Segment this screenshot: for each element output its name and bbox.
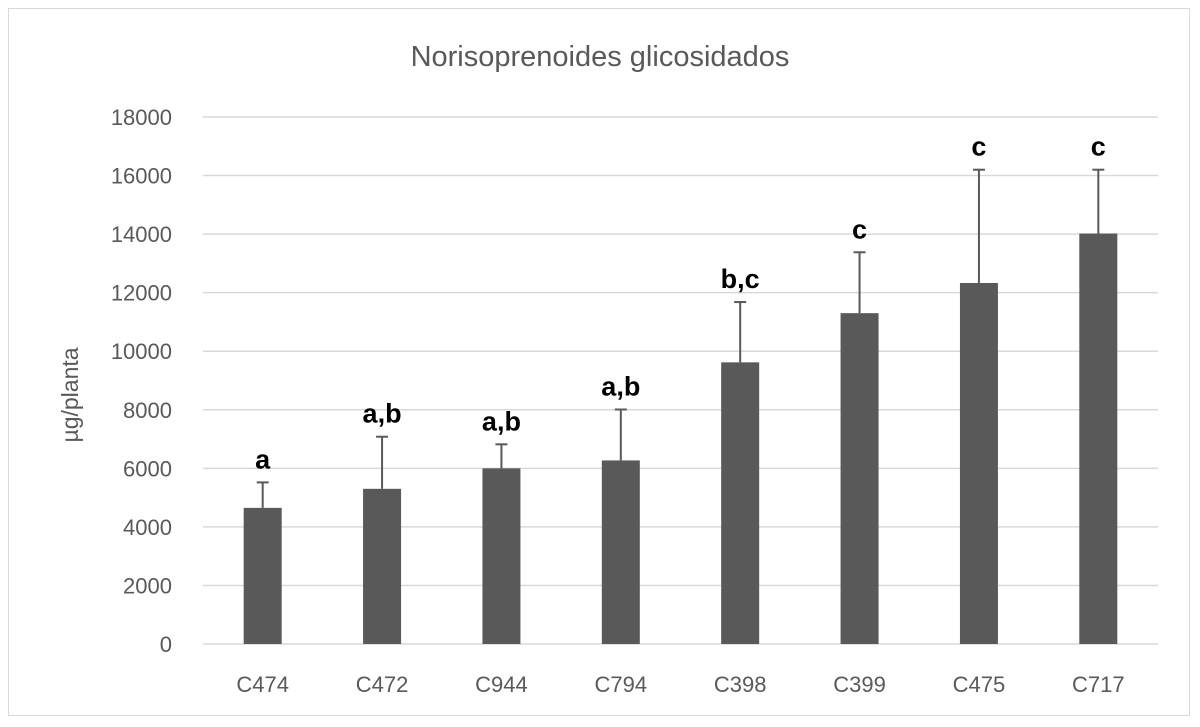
x-tick-labels: C474 C472 C944 C794 C398 C399 C475 C717 (236, 672, 1124, 697)
y-tick-label-14000: 14000 (111, 222, 172, 247)
x-tick-label-C794: C794 (595, 672, 648, 697)
bar-C398 (721, 362, 760, 644)
bar-C474 (243, 507, 282, 644)
bar-C794 (601, 460, 640, 644)
y-tick-label-18000: 18000 (111, 105, 172, 130)
significance-label-C794: a,b (601, 371, 640, 401)
significance-label-C398: b,c (721, 264, 760, 294)
y-tick-label-8000: 8000 (123, 398, 172, 423)
gridlines (203, 116, 1158, 645)
significance-label-C475: c (971, 132, 986, 162)
bar-C399 (840, 313, 879, 644)
chart-title: Norisoprenoides glicosidados (411, 41, 790, 73)
significance-label-C472: a,b (363, 399, 402, 429)
y-tick-label-16000: 16000 (111, 164, 172, 189)
bar-C472 (363, 488, 402, 644)
bar-C717 (1079, 233, 1118, 644)
y-tick-label-6000: 6000 (123, 456, 172, 481)
x-tick-label-C717: C717 (1072, 672, 1125, 697)
significance-label-C474: a (255, 444, 271, 474)
x-tick-label-C944: C944 (475, 672, 528, 697)
bar-C944 (482, 468, 521, 644)
x-tick-label-C475: C475 (953, 672, 1006, 697)
bar-C475 (959, 283, 998, 644)
significance-label-C944: a,b (482, 406, 521, 436)
x-tick-label-C474: C474 (236, 672, 289, 697)
y-axis-label: µg/planta (57, 347, 83, 442)
significance-labels: a a,b a,b a,b b,c c c c (255, 132, 1106, 475)
y-tick-label-2000: 2000 (123, 573, 172, 598)
bars (243, 233, 1118, 644)
significance-label-C399: c (852, 214, 867, 244)
y-tick-label-4000: 4000 (123, 515, 172, 540)
error-bars (256, 168, 1105, 508)
significance-label-C717: c (1091, 132, 1106, 162)
y-tick-labels: 0 2000 4000 6000 8000 10000 12000 14000 16000 180… (111, 105, 172, 657)
y-tick-label-12000: 12000 (111, 281, 172, 306)
x-tick-label-C398: C398 (714, 672, 767, 697)
x-tick-label-C399: C399 (833, 672, 886, 697)
y-tick-label-10000: 10000 (111, 339, 172, 364)
x-tick-label-C472: C472 (356, 672, 409, 697)
y-tick-label-0: 0 (160, 632, 172, 657)
